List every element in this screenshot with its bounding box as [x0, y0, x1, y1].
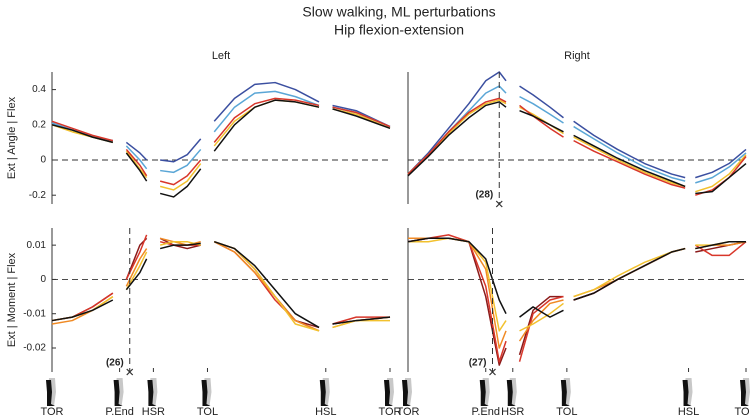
leg-front [682, 380, 692, 406]
y-tick-label: 0 [40, 274, 46, 285]
event-label: TOL [556, 406, 577, 418]
series-line [51, 234, 390, 332]
column-title: Left [212, 50, 230, 62]
series-line [51, 237, 391, 329]
leg-icon [201, 378, 212, 406]
column-title: Right [564, 50, 590, 62]
leg-icon [384, 378, 394, 406]
series-line [407, 99, 747, 193]
series-line [51, 81, 391, 163]
event-label: TOR [396, 406, 419, 418]
event-label: TOR [378, 406, 401, 418]
event-label: HSL [315, 406, 336, 418]
event-label: HSR [142, 406, 165, 418]
y-tick-label: 0 [40, 155, 46, 166]
series-line [51, 99, 391, 198]
y-axis-label: Ext | Angle | Flex [6, 96, 18, 179]
leg-icon [402, 378, 412, 406]
series-line [408, 237, 747, 349]
annotation-label: (26) [106, 358, 124, 369]
leg-icon [147, 378, 158, 406]
leg-front [319, 380, 329, 406]
leg-icon [560, 378, 571, 406]
leg-front [201, 380, 211, 406]
leg-icon [479, 378, 490, 406]
series-line [407, 237, 746, 318]
event-label: HSR [501, 406, 524, 418]
series-line [407, 71, 747, 179]
y-tick-label: 0.01 [27, 240, 47, 251]
leg-front [46, 380, 55, 406]
annotation-marker [489, 368, 496, 376]
y-tick-label: -0.2 [29, 190, 47, 201]
annotation-marker [495, 200, 503, 208]
leg-front [560, 380, 570, 406]
series-line [51, 99, 391, 191]
series-line [51, 237, 391, 332]
event-label: TOL [197, 406, 218, 418]
leg-icon [113, 378, 124, 406]
series-line [407, 101, 747, 195]
event-label: TOR [734, 406, 750, 418]
leg-front [147, 380, 157, 406]
annotation-label: (28) [475, 190, 493, 201]
leg-front [402, 380, 411, 406]
series-line [408, 237, 746, 332]
event-label: HSL [678, 406, 699, 418]
y-tick-label: -0.01 [23, 308, 46, 319]
event-label: P.End [471, 406, 500, 418]
leg-front [506, 380, 516, 406]
series-line [407, 97, 747, 196]
figure-title: Slow walking, ML perturbations [302, 4, 495, 20]
leg-front [384, 380, 393, 406]
annotation-label: (27) [469, 358, 487, 369]
leg-icon [740, 378, 750, 406]
leg-icon [46, 378, 56, 406]
series-line [407, 237, 747, 366]
series-line [51, 97, 391, 186]
annotation-marker [126, 368, 134, 376]
leg-front [479, 380, 489, 406]
leg-icon [506, 378, 517, 406]
event-label: P.End [105, 406, 134, 418]
series-line [407, 85, 747, 184]
series-line [51, 240, 390, 332]
y-axis-label: Ext | Moment | Flex [6, 252, 18, 347]
figure-subtitle: Hip flexion-extension [334, 22, 464, 38]
leg-front [113, 380, 123, 406]
y-tick-label: 0.2 [32, 119, 46, 130]
event-label: TOR [40, 406, 63, 418]
leg-icon [319, 378, 330, 406]
leg-front [740, 380, 749, 406]
y-tick-label: -0.02 [23, 343, 46, 354]
series-line [51, 240, 391, 329]
y-tick-label: 0.4 [32, 84, 46, 95]
leg-icon [682, 378, 693, 406]
